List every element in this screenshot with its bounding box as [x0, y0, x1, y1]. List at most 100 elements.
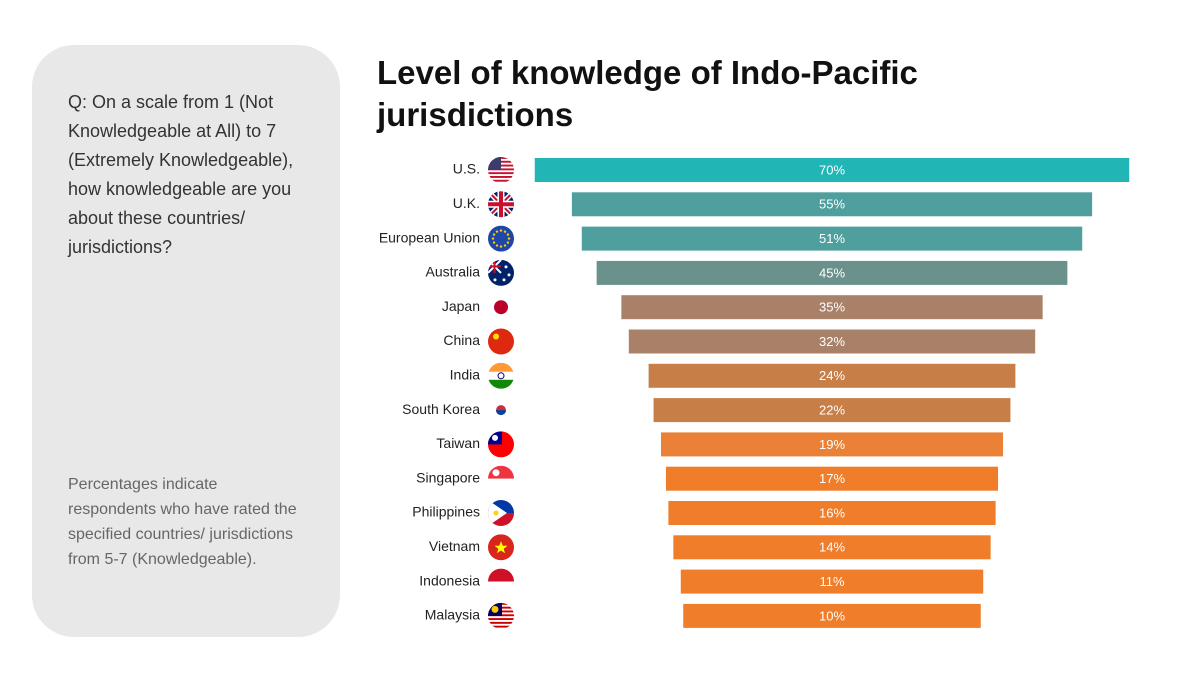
category-label: South Korea — [402, 401, 480, 417]
category-label: Vietnam — [429, 538, 480, 554]
flag-part — [488, 328, 514, 355]
flag-part — [491, 605, 499, 613]
flag-part — [497, 372, 505, 380]
flag-part — [488, 581, 514, 595]
flag — [488, 157, 514, 183]
flag — [488, 534, 514, 561]
category-label: U.K. — [453, 195, 480, 211]
flag-part — [488, 379, 514, 389]
category-label: Philippines — [412, 504, 480, 520]
bar — [571, 192, 1093, 217]
flag-part — [495, 244, 499, 247]
value-label: 14% — [819, 540, 845, 555]
category-label: Singapore — [416, 469, 480, 485]
question: Q: On a scale from 1 (Not Knowledgeable … — [68, 92, 294, 257]
flag — [488, 259, 514, 286]
bar — [653, 398, 1011, 423]
bar — [621, 295, 1043, 320]
bar — [534, 158, 1130, 182]
category-label: Japan — [442, 298, 480, 314]
flag — [488, 397, 514, 424]
flag-part — [506, 241, 510, 244]
flag-part — [507, 273, 511, 277]
flag — [488, 500, 514, 526]
value-label: 22% — [819, 403, 845, 418]
flag-part — [488, 362, 514, 372]
category-label: U.S. — [453, 161, 480, 177]
category-label: Indonesia — [419, 572, 480, 588]
flag-part — [492, 434, 498, 441]
value-label: 11% — [819, 574, 844, 589]
flag — [488, 328, 514, 355]
bar — [581, 226, 1083, 251]
value-label: 10% — [819, 608, 845, 623]
flag-part — [495, 230, 499, 233]
category-label: Australia — [426, 264, 481, 280]
flag-part — [488, 157, 501, 170]
flag-part — [502, 278, 506, 282]
bar — [680, 569, 984, 594]
flag-part — [494, 541, 508, 554]
bar — [628, 329, 1036, 354]
flag-part — [503, 230, 507, 233]
flag-part — [488, 478, 514, 492]
flag-part — [504, 265, 508, 269]
category-label: Malaysia — [425, 607, 480, 623]
value-label: 17% — [819, 471, 845, 486]
value-label: 45% — [819, 265, 845, 280]
flag-part — [488, 618, 514, 620]
category-label: Taiwan — [436, 435, 480, 451]
flag-part — [488, 259, 501, 273]
flag-part — [488, 568, 514, 582]
flag — [488, 602, 514, 629]
flag-part — [503, 244, 507, 247]
flag-part — [499, 229, 503, 232]
flag-part — [488, 621, 514, 624]
value-label: 55% — [819, 197, 845, 212]
bar — [665, 466, 999, 491]
bar — [660, 432, 1004, 457]
flag — [488, 191, 514, 218]
flag-part — [488, 191, 514, 218]
bar — [683, 603, 981, 628]
category-label: India — [450, 367, 481, 383]
side-panel — [32, 45, 340, 637]
bar — [668, 501, 996, 525]
flag-part — [488, 172, 514, 175]
flag-part — [494, 300, 508, 315]
flag-part — [488, 179, 514, 182]
flag-part — [493, 510, 499, 516]
flag-part — [492, 241, 496, 244]
flag — [488, 568, 514, 595]
flag-part — [488, 625, 514, 628]
flag-part — [488, 176, 514, 178]
flag-part — [496, 410, 506, 416]
value-label: 19% — [819, 437, 845, 452]
flag-part — [506, 233, 510, 236]
note: Percentages indicate respondents who hav… — [68, 476, 297, 568]
flag-part — [488, 371, 514, 380]
flag-part — [491, 237, 495, 240]
flag-part — [507, 237, 511, 240]
bar — [648, 363, 1016, 388]
flag — [488, 431, 514, 458]
value-label: 51% — [819, 231, 845, 246]
flag — [488, 465, 514, 492]
bar — [673, 535, 991, 560]
flag — [488, 362, 514, 389]
flag-part — [492, 469, 500, 477]
flag-part — [499, 245, 503, 248]
category-label: European Union — [379, 229, 480, 245]
value-label: 70% — [819, 162, 845, 177]
chart-title: Level of knowledge of Indo-Pacific juris… — [377, 54, 918, 133]
flag — [488, 225, 514, 252]
value-label: 16% — [819, 505, 845, 520]
flag-part — [492, 233, 496, 236]
flag-part — [493, 278, 497, 282]
value-label: 35% — [819, 300, 845, 315]
bar — [596, 260, 1068, 285]
flag-part — [493, 333, 499, 340]
value-label: 24% — [819, 368, 845, 383]
